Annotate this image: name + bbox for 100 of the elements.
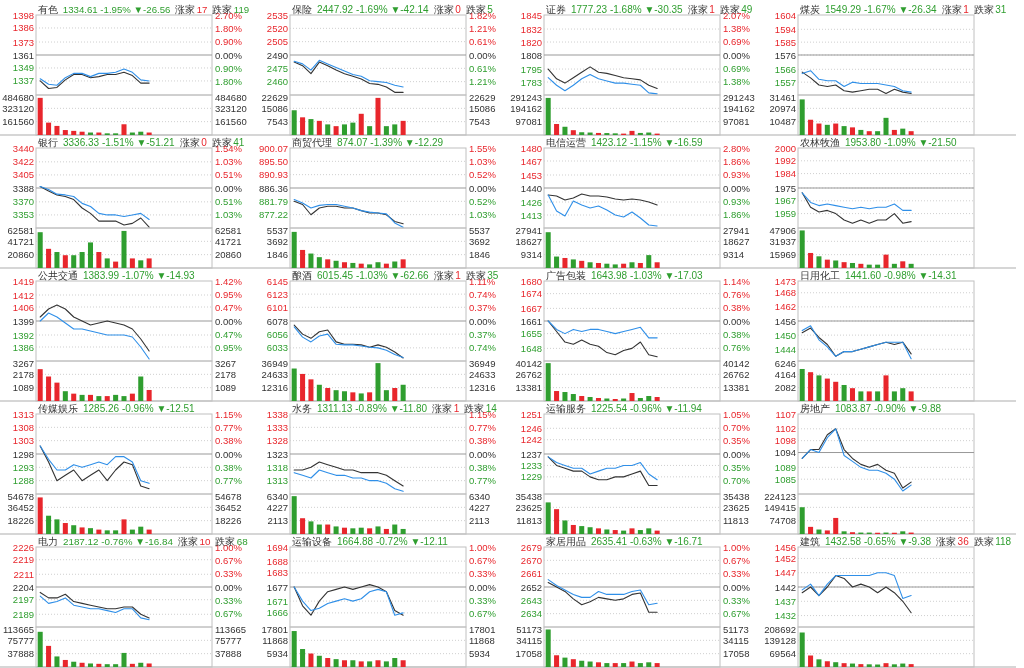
- y2-tick-label: 0.90%: [215, 36, 243, 48]
- chart-title: 电力: [38, 535, 58, 547]
- y-tick-label: 2652: [520, 581, 542, 593]
- y-tick-label: 2490: [266, 49, 288, 61]
- y-tick-label: 2204: [12, 581, 34, 593]
- y2-tick-label: 0.52%: [469, 195, 497, 207]
- bar: [562, 126, 568, 135]
- y2-tick-label: 1.55%: [469, 142, 497, 154]
- bar: [579, 132, 585, 135]
- bar: [833, 260, 839, 268]
- chart-subtitle: 1441.60 -0.98% ▼-14.31: [845, 269, 958, 281]
- line-series: [801, 192, 912, 224]
- y2-tick-label: 0.67%: [723, 554, 751, 566]
- bar: [104, 396, 110, 401]
- y-tick-label: 22629: [261, 92, 288, 103]
- bar: [875, 391, 881, 401]
- y2-tick-label: 0.00%: [469, 49, 497, 61]
- y-tick-label: 1419: [12, 275, 34, 287]
- bar: [121, 519, 127, 534]
- bar: [325, 658, 331, 667]
- y2-tick-label: 1.86%: [723, 209, 751, 221]
- line-series: [39, 68, 150, 86]
- y-tick-label: 2643: [520, 594, 542, 606]
- chart-subtitle: 1311.13 -0.89% ▼-11.80: [317, 402, 428, 414]
- text: 涨家: [941, 3, 962, 15]
- y-tick-label: 2679: [520, 541, 542, 553]
- y-tick-label: 34115: [516, 634, 542, 646]
- y2-tick-label: 6340: [469, 491, 491, 502]
- bar: [808, 655, 814, 667]
- y-tick-label: 900.07: [258, 142, 288, 154]
- y-tick-label: 1667: [520, 302, 542, 314]
- y-tick-label: 6101: [266, 301, 288, 313]
- bar: [604, 263, 610, 268]
- bar: [595, 528, 601, 534]
- bar: [562, 657, 568, 667]
- y2-tick-label: 17058: [723, 648, 750, 660]
- y-tick-label: 1242: [520, 434, 542, 446]
- y-tick-label: 3405: [12, 169, 34, 181]
- y-tick-label: 1085: [774, 473, 796, 485]
- bar: [358, 661, 364, 667]
- y2-tick-label: 0.67%: [723, 608, 751, 620]
- bar: [37, 97, 43, 135]
- chart-title: 广告包装: [546, 269, 586, 281]
- y-tick-label: 5537: [266, 225, 288, 236]
- y-tick-label: 1437: [774, 595, 796, 607]
- bar: [392, 524, 398, 534]
- bar: [54, 519, 60, 534]
- bar: [595, 132, 601, 135]
- chart-subtitle: 874.07 -1.39% ▼-12.29: [337, 136, 444, 148]
- y-tick-label: 895.50: [258, 155, 288, 167]
- bar: [71, 661, 77, 667]
- y-tick-label: 2505: [266, 36, 288, 48]
- y2-tick-label: 0.33%: [215, 568, 243, 580]
- bar: [358, 113, 364, 135]
- bar: [37, 497, 43, 534]
- y-tick-label: 6246: [774, 358, 796, 369]
- y-tick-label: 2000: [774, 142, 796, 154]
- y-tick-label: 113665: [3, 624, 34, 635]
- bar: [308, 521, 314, 534]
- bar: [113, 394, 119, 401]
- y2-tick-label: 2178: [215, 368, 237, 380]
- line-series: [547, 582, 658, 613]
- y-tick-label: 161560: [2, 116, 34, 128]
- y-tick-label: 3440: [12, 142, 34, 154]
- bar: [87, 242, 93, 268]
- bar: [62, 130, 68, 135]
- chart-title: 建筑: [799, 535, 820, 547]
- y-tick-label: 6056: [266, 328, 288, 340]
- y-tick-label: 20974: [769, 102, 796, 114]
- y2-tick-label: 0.33%: [723, 594, 751, 606]
- chart-title: 传媒娱乐: [38, 402, 78, 414]
- bar: [308, 379, 314, 401]
- bar: [400, 120, 406, 135]
- bar: [570, 659, 576, 667]
- bar: [46, 376, 52, 401]
- y-tick-label: 1412: [12, 289, 34, 301]
- y-tick-label: 26762: [515, 368, 542, 380]
- y-tick-label: 1674: [520, 288, 542, 300]
- bar: [138, 376, 144, 401]
- y-tick-label: 15969: [769, 249, 796, 261]
- bar: [833, 517, 839, 534]
- bar: [824, 124, 830, 135]
- bar: [841, 384, 847, 401]
- chart-title: 煤炭: [800, 3, 820, 15]
- bar: [37, 631, 43, 667]
- bar: [799, 632, 805, 667]
- y-tick-label: 1677: [266, 581, 288, 593]
- y-tick-label: 1468: [774, 287, 796, 299]
- bar: [367, 661, 373, 667]
- y2-tick-label: 35438: [723, 491, 750, 502]
- bar: [341, 660, 347, 667]
- bar: [858, 263, 864, 268]
- y2-tick-label: 0.00%: [215, 315, 243, 327]
- bar: [545, 97, 551, 135]
- line-series: [293, 61, 404, 93]
- bar: [121, 124, 127, 135]
- bar: [595, 398, 601, 401]
- y-tick-label: 2178: [12, 368, 34, 380]
- y-tick-label: 1089: [774, 461, 796, 473]
- text: 涨家: [433, 3, 454, 15]
